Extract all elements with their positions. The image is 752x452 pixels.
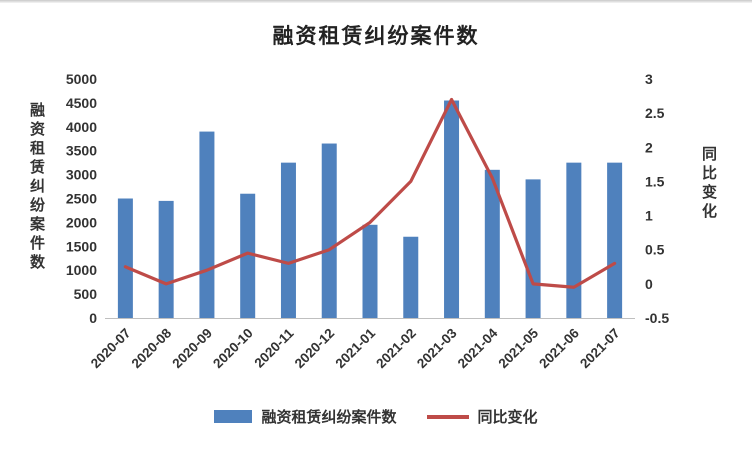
left-tick-label: 5000 (66, 71, 97, 87)
legend: 融资租赁纠纷案件数 同比变化 (0, 406, 752, 427)
x-tick-label: 2021-04 (455, 325, 501, 371)
left-tick-label: 3500 (66, 143, 97, 159)
right-tick-label: 2.5 (645, 105, 665, 121)
x-tick-label: 2020-10 (210, 326, 256, 372)
chart-title: 融资租赁纠纷案件数 (272, 25, 480, 48)
legend-label-line: 同比变化 (477, 409, 538, 426)
x-tick-label: 2021-03 (414, 325, 460, 371)
right-tick-label: 3 (645, 71, 653, 87)
legend-item-line: 同比变化 (426, 406, 538, 427)
trend-line (123, 97, 617, 289)
right-tick-label: 0 (645, 276, 653, 292)
bar (444, 100, 460, 318)
right-axis-title: 同比变化 (700, 146, 717, 222)
x-tick-label: 2020-11 (251, 325, 296, 370)
bar (484, 169, 500, 318)
bar (240, 193, 256, 318)
left-tick-label: 2500 (66, 191, 97, 207)
x-tick-label: 2021-01 (332, 325, 378, 371)
top-border (0, 0, 752, 3)
left-axis-title: 融资租赁纠纷案件数 (28, 102, 45, 273)
bar (199, 131, 215, 318)
x-tick-label: 2020-12 (292, 326, 338, 372)
left-tick-label: 4500 (66, 95, 97, 111)
left-tick-label: 500 (74, 286, 98, 302)
x-tick-label: 2021-07 (577, 326, 623, 372)
left-tick-label: 2000 (66, 214, 97, 230)
left-tick-label: 3000 (66, 167, 97, 183)
right-tick-label: 0.5 (645, 242, 665, 258)
left-tick-label: 0 (89, 310, 97, 326)
bar (607, 162, 623, 318)
x-tick-label: 2020-09 (169, 326, 215, 372)
bar (321, 143, 337, 318)
x-tick-label: 2021-02 (373, 326, 419, 372)
left-tick-label: 4000 (66, 119, 97, 135)
bar (117, 198, 133, 318)
x-tick-label: 2020-07 (88, 326, 134, 372)
line-swatch-icon (426, 414, 469, 419)
x-tick-label: 2021-05 (496, 325, 542, 371)
bar (566, 162, 582, 318)
bar (362, 224, 378, 318)
left-tick-label: 1500 (66, 238, 97, 254)
bar (525, 179, 541, 318)
x-tick-label: 2020-08 (129, 325, 175, 371)
right-tick-label: 1.5 (645, 173, 665, 189)
right-tick-label: 1 (645, 208, 653, 224)
right-tick-label: -0.5 (645, 310, 669, 326)
bar (403, 236, 419, 318)
right-tick-label: 2 (645, 139, 653, 155)
left-tick-label: 1000 (66, 262, 97, 278)
bar (158, 200, 174, 318)
bar (280, 162, 296, 318)
x-tick-label: 2021-06 (536, 325, 582, 371)
legend-item-bars: 融资租赁纠纷案件数 (214, 406, 397, 427)
bar-swatch-icon (214, 410, 253, 423)
legend-label-bars: 融资租赁纠纷案件数 (261, 409, 397, 426)
